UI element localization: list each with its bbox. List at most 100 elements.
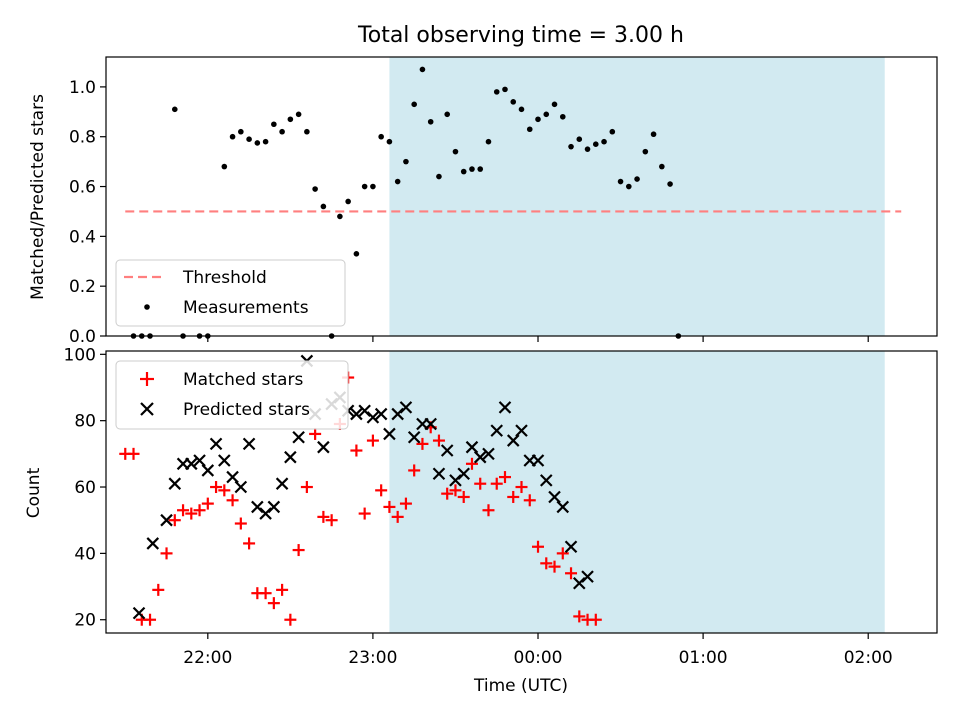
measurement-point [279, 128, 285, 135]
predicted-star-point [432, 467, 446, 481]
predicted-star-point [391, 407, 404, 421]
measurement-point [526, 126, 533, 133]
x-tick-label: 02:00 [844, 648, 893, 668]
predicted-star-point [234, 480, 248, 494]
measurement-point [411, 101, 417, 108]
measurement-point [246, 136, 252, 143]
measurement-point [469, 166, 475, 172]
matched-star-point [457, 490, 470, 503]
measurement-point [576, 136, 583, 143]
predicted-star-point [573, 576, 586, 590]
measurement-point [634, 176, 640, 182]
measurement-point [559, 113, 566, 120]
matched-star-point [540, 557, 553, 570]
measurement-point [626, 183, 632, 190]
bottom-y-axis-label: Count [24, 467, 44, 518]
measurement-point [361, 183, 368, 190]
top-legend-box [115, 259, 346, 327]
predicted-star-point [226, 470, 239, 484]
predicted-star-point [374, 407, 388, 421]
predicted-star-point [168, 477, 182, 490]
matched-star-point [218, 484, 231, 497]
matched-star-point [523, 494, 536, 507]
matched-star-point [507, 490, 520, 503]
matched-star-point [589, 613, 602, 626]
predicted-star-point [424, 417, 437, 431]
measurements-points [130, 66, 682, 339]
predicted-star-point [185, 457, 198, 471]
measurement-point [238, 128, 244, 135]
measurement-point [518, 106, 525, 113]
measurement-point [609, 128, 616, 135]
measurement-point [659, 163, 665, 170]
matched-star-point [408, 464, 421, 477]
measurement-point [568, 143, 574, 150]
matched-star-point [441, 487, 454, 500]
y-tick-label: 80 [74, 412, 96, 432]
matched-star-point [201, 497, 214, 510]
predicted-star-point [209, 437, 223, 451]
predicted-star-point [259, 507, 272, 520]
matched-star-point [391, 510, 404, 523]
measurement-point [304, 128, 310, 135]
top-legend: Threshold Measurements [115, 259, 346, 327]
measurement-point [262, 138, 269, 145]
predicted-star-point [193, 454, 206, 467]
measurement-point [452, 148, 459, 155]
y-tick-label: 0.8 [69, 128, 96, 148]
matched-star-point [399, 497, 412, 510]
predicted-star-point [531, 454, 545, 467]
matched-star-point [449, 484, 462, 497]
predicted-star-point [457, 467, 470, 481]
x-tick-label: 22:00 [183, 648, 232, 668]
bottom-highlight-span [389, 351, 885, 633]
measurement-point [510, 99, 517, 105]
predicted-star-point [284, 450, 297, 464]
matched-star-point [350, 444, 363, 457]
matched-star-point [366, 434, 379, 447]
matched-star-point [490, 477, 503, 490]
x-tick-label: 01:00 [679, 648, 728, 668]
matched-star-point [210, 481, 223, 494]
predicted-star-point [490, 424, 504, 437]
top-y-axis-label: Matched/Predicted stars [28, 94, 48, 300]
measurement-point [601, 138, 607, 145]
predicted-star-point [132, 606, 146, 620]
predicted-star-point [366, 411, 380, 424]
bottom-legend: Matched stars Predicted stars [115, 360, 349, 430]
predicted-star-point [358, 404, 371, 417]
matched-star-point [532, 540, 545, 553]
matched-star-point [127, 447, 140, 460]
predicted-star-point [267, 500, 281, 514]
matched-star-point [185, 507, 198, 520]
matched-star-point [259, 587, 272, 600]
predicted-star-point [506, 434, 520, 447]
predicted-star-point [251, 500, 264, 514]
predicted-star-point [383, 427, 396, 441]
x-axis-label: Time (UTC) [473, 676, 568, 696]
legend-threshold-label: Threshold [182, 268, 267, 288]
matched-star-point [317, 510, 330, 523]
measurement-point [221, 163, 228, 170]
measurement-point [171, 106, 178, 113]
matched-star-point [168, 514, 181, 527]
measurement-point [543, 111, 550, 118]
predicted-star-point [350, 407, 363, 421]
matched-star-point [498, 471, 511, 484]
bottom-axes-frame [105, 350, 938, 634]
matched-star-point [193, 504, 206, 517]
measurement-point [378, 133, 384, 140]
predicted-star-point [242, 437, 256, 451]
matched-star-point [267, 597, 280, 610]
top-axes-frame [105, 56, 938, 337]
matched-star-point [565, 567, 578, 580]
matched-star-point [416, 437, 429, 450]
legend-matched-swatch [140, 372, 154, 386]
matched-star-point [144, 613, 157, 626]
top-y-axis: 0.0 0.2 0.4 0.6 0.8 1.0 [69, 78, 106, 347]
matched-star-point [548, 560, 561, 573]
x-tick-label: 23:00 [348, 648, 397, 668]
matched-star-point [375, 484, 388, 497]
y-tick-label: 0.6 [69, 178, 96, 198]
matched-star-point [243, 537, 256, 550]
